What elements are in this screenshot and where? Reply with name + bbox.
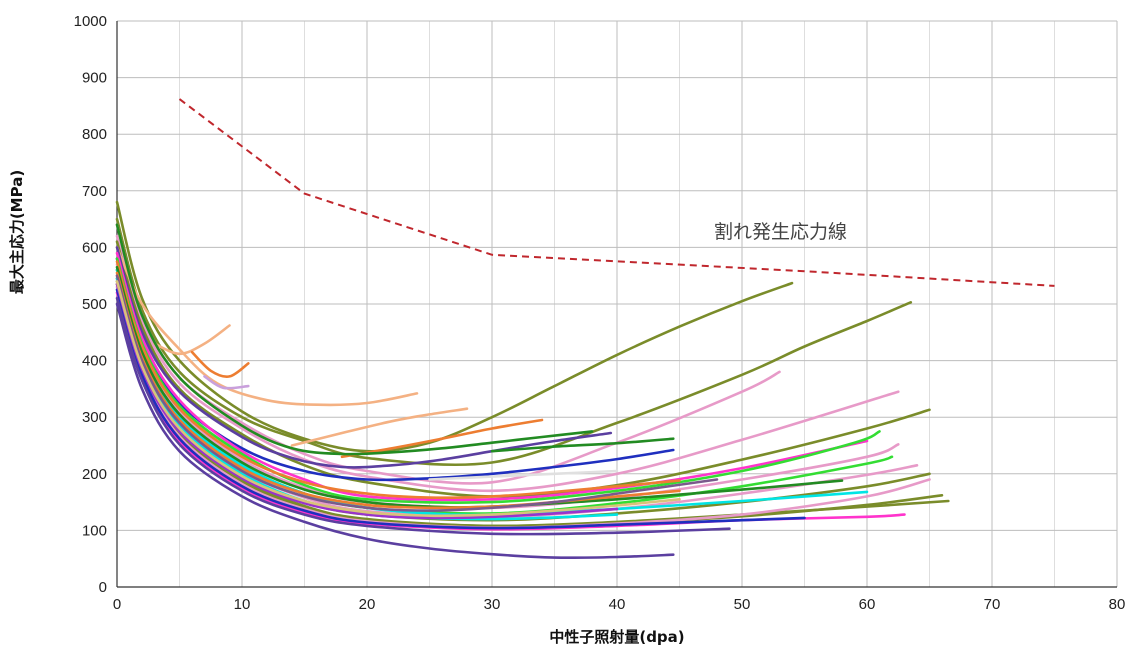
y-tick-label: 700 (82, 183, 107, 200)
x-tick-label: 0 (113, 596, 121, 613)
y-tick-label: 600 (82, 239, 107, 256)
x-tick-label: 80 (1109, 596, 1126, 613)
y-tick-label: 800 (82, 126, 107, 143)
x-tick-label: 70 (984, 596, 1001, 613)
data-series-line (115, 282, 944, 528)
y-tick-label: 200 (82, 466, 107, 483)
data-series-line (115, 251, 869, 502)
y-tick-label: 0 (99, 579, 107, 596)
y-tick-label: 1000 (74, 13, 107, 30)
data-series-line (115, 285, 931, 529)
data-series-line (115, 265, 844, 509)
data-series-line (115, 223, 594, 456)
data-series-line (115, 288, 806, 530)
data-series-line (115, 297, 731, 536)
data-series-line (115, 240, 931, 498)
data-series-line (115, 280, 681, 518)
data-series-line (115, 200, 794, 453)
tick-labels: 0 10 20 30 40 50 60 70 8001002003004005006007008… (74, 13, 1126, 613)
threshold-line-group (178, 98, 1055, 287)
y-tick-label: 100 (82, 522, 107, 539)
x-tick-label: 60 (859, 596, 876, 613)
data-series-line (290, 407, 469, 447)
data-series-line (115, 274, 719, 512)
x-tick-label: 30 (484, 596, 501, 613)
data-series-line (115, 302, 675, 560)
x-tick-label: 20 (359, 596, 376, 613)
data-series-line (490, 437, 675, 453)
data-series-line (115, 234, 900, 493)
y-tick-label: 500 (82, 296, 107, 313)
data-series-line (203, 375, 250, 390)
crack-threshold-line (178, 98, 1055, 287)
data-series-line (115, 260, 681, 500)
y-tick-label: 300 (82, 409, 107, 426)
data-series-line (115, 282, 619, 520)
data-series-line (190, 350, 250, 378)
x-tick-label: 40 (609, 596, 626, 613)
data-series-line (115, 257, 881, 504)
y-tick-label: 400 (82, 353, 107, 370)
annotation-label: 割れ発生応力線 (714, 221, 847, 243)
x-axis-title: 中性子照射量(dpa) (549, 628, 684, 646)
data-series-line (153, 324, 231, 356)
data-series-line (340, 418, 544, 459)
data-series-line (115, 246, 419, 407)
x-tick-label: 10 (234, 596, 251, 613)
y-axis-title: 最大主応力(MPa) (8, 170, 26, 294)
y-tick-label: 900 (82, 70, 107, 87)
data-series-line (428, 469, 619, 481)
data-series-line (115, 217, 913, 467)
x-tick-label: 50 (734, 596, 751, 613)
data-series-group (115, 200, 950, 560)
